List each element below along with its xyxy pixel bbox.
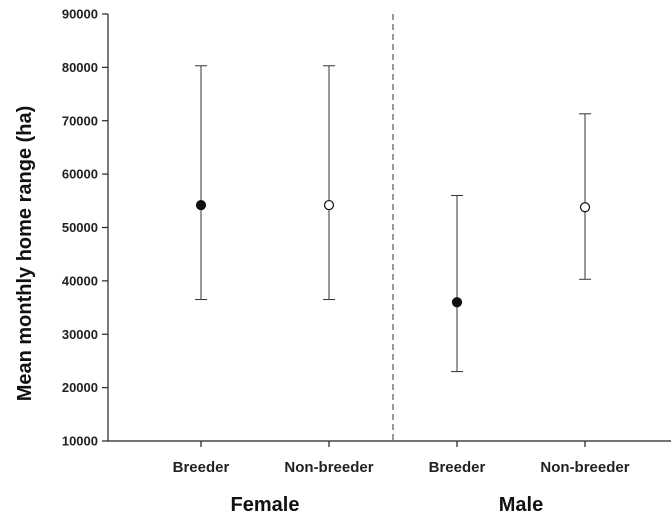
x-group-labels: Female Male: [231, 494, 544, 516]
y-tick-label: 90000: [62, 7, 98, 22]
y-tick-label: 10000: [62, 434, 98, 449]
y-tick-label: 50000: [62, 220, 98, 235]
y-tick-label: 30000: [62, 327, 98, 342]
y-tick-label: 80000: [62, 60, 98, 75]
data-markers: [195, 65, 591, 373]
mean-marker-open: [323, 199, 335, 211]
y-tick-label: 60000: [62, 167, 98, 182]
mean-marker-filled: [195, 199, 207, 211]
y-axis-title: Mean monthly home range (ha): [14, 106, 36, 402]
mean-marker-filled: [451, 297, 463, 308]
mean-marker-open: [579, 202, 591, 213]
x-category-label: Breeder: [173, 459, 230, 476]
x-category-label: Non-breeder: [540, 459, 629, 476]
y-tick-label: 70000: [62, 113, 98, 128]
x-category-label: Breeder: [429, 459, 486, 476]
y-axis-ticks: 10000 20000 30000 40000 50000 60000 70000 80000…: [62, 7, 108, 449]
y-tick-label: 40000: [62, 273, 98, 288]
x-group-label: Male: [499, 494, 543, 516]
x-group-label: Female: [231, 494, 300, 516]
y-tick-label: 20000: [62, 380, 98, 395]
x-category-labels: Breeder Non-breeder Breeder Non-breeder: [173, 441, 630, 476]
x-category-label: Non-breeder: [284, 459, 373, 476]
